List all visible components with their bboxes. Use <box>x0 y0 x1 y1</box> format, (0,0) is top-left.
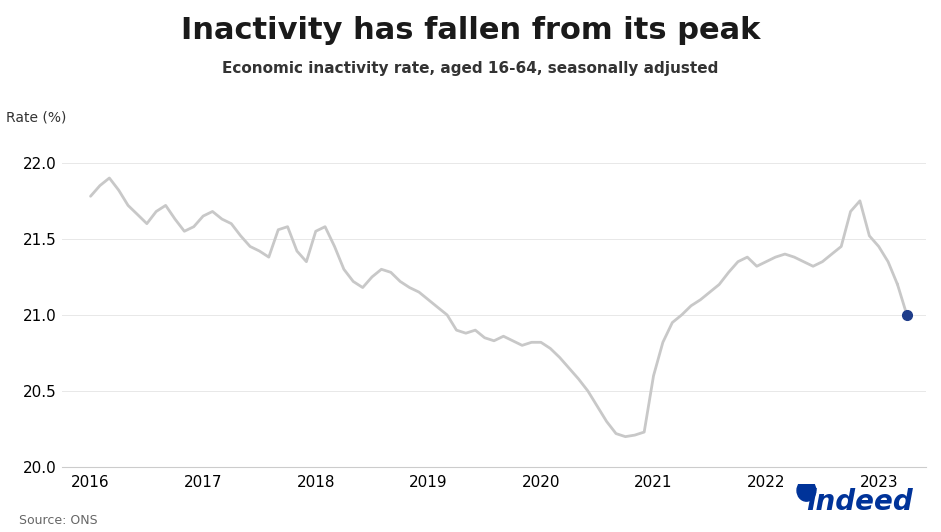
Text: Economic inactivity rate, aged 16-64, seasonally adjusted: Economic inactivity rate, aged 16-64, se… <box>222 61 719 76</box>
Text: Source: ONS: Source: ONS <box>19 514 98 527</box>
Text: Rate (%): Rate (%) <box>7 111 67 125</box>
Text: indeed: indeed <box>806 488 913 516</box>
Circle shape <box>797 480 816 501</box>
Text: Inactivity has fallen from its peak: Inactivity has fallen from its peak <box>181 16 760 45</box>
